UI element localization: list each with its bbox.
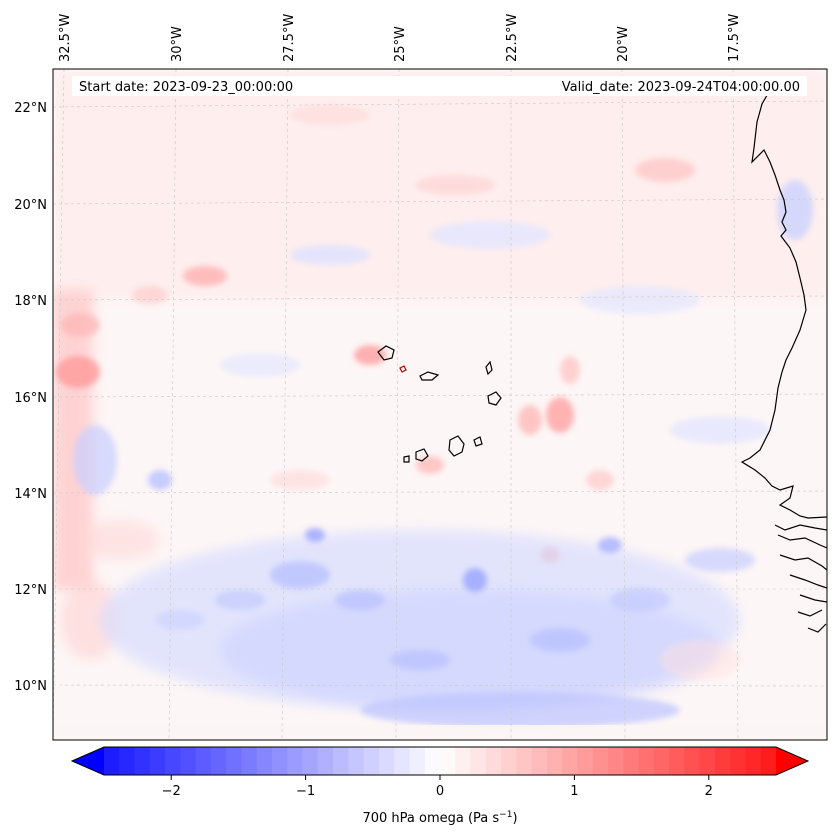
colorbar-cell (684, 747, 701, 775)
latitude-tick-labels: 22°N 20°N 18°N 16°N 14°N 12°N 10°N (14, 101, 47, 694)
colorbar-cell (546, 747, 563, 775)
gridline-lon (168, 69, 177, 740)
colorbar-cell (348, 747, 365, 775)
colorbar-cell (134, 747, 151, 775)
colorbar-cell (195, 747, 212, 775)
colorbar-cells (104, 747, 777, 775)
coastlines (377, 89, 827, 633)
colorbar-cell (531, 747, 548, 775)
colorbar-cell (516, 747, 533, 775)
colorbar-cell (363, 747, 380, 775)
longitude-tick-labels: 32.5°W 30°W 27.5°W 25°W 22.5°W 20°W 17.5°W (58, 14, 742, 62)
cape-verde-island (485, 360, 493, 376)
latitude-tick-label: 20°N (14, 198, 47, 213)
colorbar-cell (699, 747, 716, 775)
colorbar-cell (714, 747, 731, 775)
colorbar-cell (394, 747, 410, 775)
colorbar-cell (210, 747, 227, 775)
colorbar-cell (424, 747, 441, 775)
colorbar-tick-label: 0 (436, 784, 444, 799)
colorbar-cell (256, 747, 273, 775)
longitude-tick-label: 20°W (616, 26, 631, 62)
colorbar-cell (730, 747, 746, 775)
colorbar-tick-label: −1 (296, 784, 315, 799)
colorbar-cell (226, 747, 242, 775)
colorbar-cell (409, 747, 426, 775)
cape-verde-island (448, 435, 465, 457)
colorbar-label: 700 hPa omega (Pa s−1) (362, 810, 517, 826)
colorbar-cell (302, 747, 319, 775)
cape-verde-island (377, 345, 395, 361)
map-frame (52, 68, 828, 741)
colorbar-cell (104, 747, 120, 775)
latitude-tick-label: 12°N (14, 583, 47, 598)
cape-verde-island (415, 448, 429, 462)
colorbar-cell (165, 747, 181, 775)
colorbar-extend-min (72, 747, 104, 775)
colorbar-cell (180, 747, 197, 775)
longitude-tick-label: 27.5°W (282, 14, 297, 62)
colorbar-cell (333, 747, 349, 775)
longitude-tick-label: 32.5°W (58, 14, 73, 62)
colorbar-cell (745, 747, 762, 775)
start-date-text: Start date: 2023-09-23_00:00:00 (79, 80, 293, 95)
colorbar-outline (70, 746, 810, 776)
cape-verde-island (403, 455, 410, 463)
latitude-tick-label: 22°N (14, 101, 47, 116)
african-coastline-south (774, 524, 827, 633)
colorbar-tick-label: 1 (570, 784, 578, 799)
latitude-tick-label: 16°N (14, 391, 47, 406)
cape-verde-island (399, 365, 407, 373)
colorbar-cell (501, 747, 517, 775)
colorbar-cell (577, 747, 594, 775)
cape-verde-island (419, 371, 440, 381)
colorbar-cell (149, 747, 166, 775)
colorbar-cell (623, 747, 640, 775)
colorbar-extend-max (776, 747, 808, 775)
gridline-lon (732, 69, 739, 740)
colorbar-cell (440, 747, 456, 775)
colorbar-cell (592, 747, 609, 775)
gridline-lon (621, 69, 626, 740)
colorbar-tick-label: 2 (705, 784, 713, 799)
cape-verde-island (473, 436, 483, 447)
colorbar-cell (317, 747, 334, 775)
gridline-lon (53, 69, 65, 740)
omega-field (53, 69, 827, 740)
african-coastline (740, 89, 827, 519)
longitude-tick-label: 17.5°W (727, 14, 742, 62)
colorbar-cell (378, 747, 395, 775)
colorbar: −2 −1 0 1 2 700 hPa omega (Pa s−1) (70, 746, 810, 826)
colorbar-ticks: −2 −1 0 1 2 (162, 775, 713, 799)
colorbar-cell (608, 747, 624, 775)
cape-verde-island (487, 391, 502, 406)
colorbar-cell (241, 747, 258, 775)
colorbar-cell (287, 747, 304, 775)
colorbar-cell (638, 747, 655, 775)
gridline-lon (281, 69, 289, 740)
colorbar-cell (760, 747, 777, 775)
colorbar-cell (562, 747, 578, 775)
colorbar-tick-label: −2 (162, 784, 181, 799)
colorbar-cell (485, 747, 502, 775)
valid-date-text: Valid_date: 2023-09-24T04:00:00.00 (562, 80, 800, 95)
longitude-tick-label: 25°W (393, 26, 408, 62)
info-bar (72, 76, 807, 96)
latitude-tick-label: 18°N (14, 294, 47, 309)
gridlines (53, 69, 827, 740)
gridline-lon (395, 69, 400, 740)
colorbar-cell (455, 747, 472, 775)
longitude-tick-label: 30°W (170, 26, 185, 62)
longitude-tick-label: 22.5°W (505, 14, 520, 62)
colorbar-cell (669, 747, 685, 775)
colorbar-cell (653, 747, 670, 775)
latitude-tick-label: 14°N (14, 487, 47, 502)
latitude-tick-label: 10°N (14, 679, 47, 694)
colorbar-cell (119, 747, 136, 775)
colorbar-cell (470, 747, 487, 775)
colorbar-cell (272, 747, 288, 775)
